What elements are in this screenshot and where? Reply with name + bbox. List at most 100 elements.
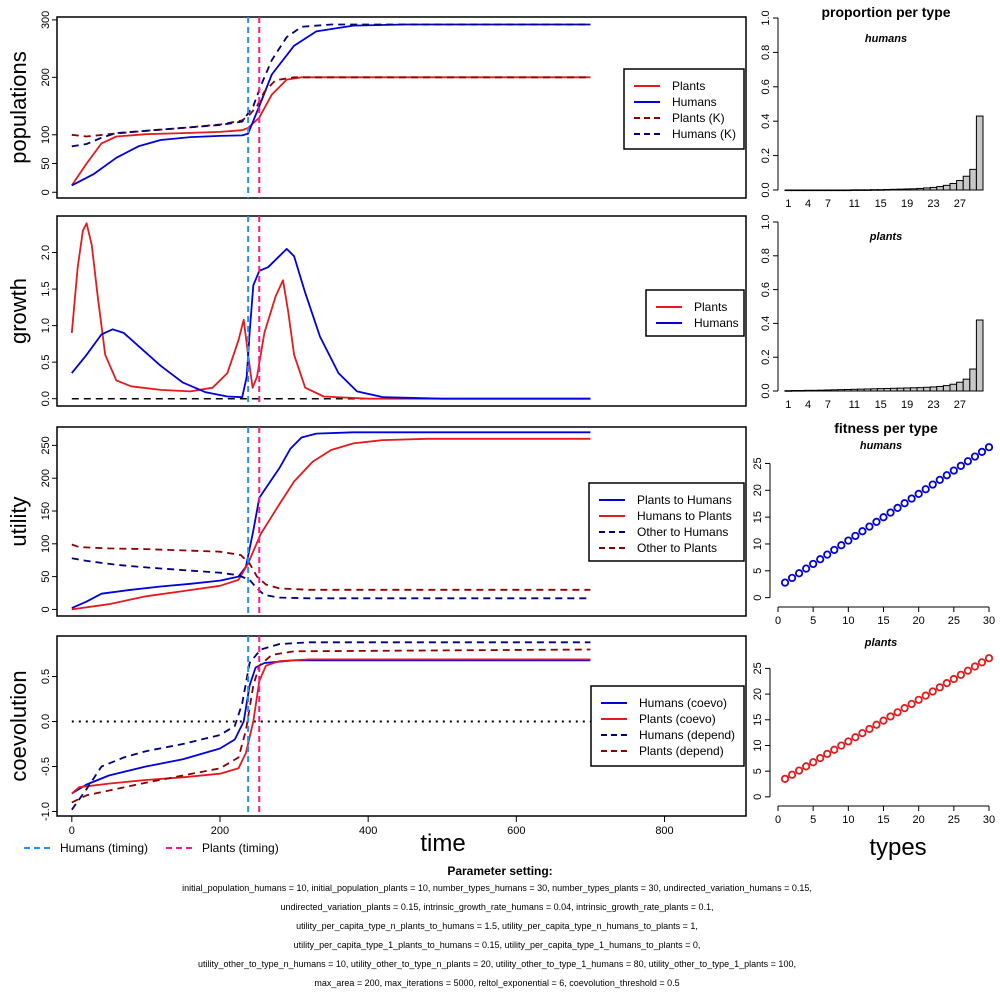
x-tick-label: 19 (901, 198, 913, 210)
scatter-point (830, 745, 839, 754)
y-tick-label: 0.0 (40, 714, 52, 729)
x-tick-label: 25 (948, 615, 960, 627)
y-tick-label: 0.8 (760, 248, 772, 263)
scatter-point (830, 545, 839, 555)
panel-frame (56, 635, 747, 817)
bar (791, 189, 799, 192)
legend-label: Humans (672, 95, 717, 109)
y-tick-label: 0 (752, 794, 764, 800)
param-lines: initial_population_humans = 10, initial_… (182, 883, 812, 988)
y-tick-label: 5 (752, 568, 764, 574)
legend: Plants Humans (645, 289, 745, 337)
scatter-point (956, 670, 965, 679)
scatter-point (900, 499, 909, 508)
scatter-point (872, 517, 881, 527)
series-line-plants-depend (71, 648, 591, 804)
types-axis-label: types (869, 834, 926, 861)
legend: Plants Humans Plants (K) Humans (K) (623, 68, 745, 150)
scatter-point (956, 461, 965, 470)
bar (923, 386, 931, 392)
bar (956, 180, 964, 191)
scatter-point (851, 531, 860, 541)
bar (956, 381, 964, 392)
bar (804, 389, 812, 392)
time-axis-label: time (420, 830, 465, 857)
timing-legend-plants-label: Plants (timing) (202, 841, 279, 855)
scatter-point (809, 559, 818, 569)
x-tick-label: 800 (655, 825, 673, 837)
y-tick-label: 300 (40, 11, 52, 29)
scatter-point (984, 443, 994, 452)
x-tick-label: 30 (983, 814, 995, 826)
x-tick-label: 23 (927, 399, 939, 411)
legend-label: Other to Humans (637, 525, 728, 539)
x-tick-label: 0 (775, 615, 781, 627)
y-tick-label: 0.4 (760, 316, 772, 331)
y-tick-label: -0.5 (40, 757, 52, 776)
scatter-point (970, 662, 980, 671)
x-tick-label: 10 (842, 814, 854, 826)
x-tick-label: 1 (785, 399, 791, 411)
bar (863, 388, 872, 392)
legend-label: Humans (depend) (639, 728, 735, 742)
scatter-point (865, 724, 874, 734)
bar (916, 387, 925, 392)
scatter-panel-1: fitness per type humans 0 5 10 15 20 25 30 0 5 10 15… (752, 420, 995, 627)
bar (975, 319, 984, 392)
series-line-plants-coevo (71, 658, 591, 795)
scatter-point (900, 704, 909, 713)
scatter-point (809, 758, 818, 767)
bar (817, 389, 826, 392)
bar (936, 385, 944, 392)
legend-box (588, 482, 745, 562)
bar (784, 189, 793, 192)
x-tick-label: 11 (849, 399, 860, 411)
bar (843, 189, 852, 192)
series-line-plants (70, 222, 591, 400)
panel-frame (56, 215, 747, 407)
bar (890, 188, 898, 191)
bar (830, 189, 839, 192)
bar (962, 378, 971, 392)
scatter-point (802, 564, 811, 573)
series-line-humans (71, 23, 591, 187)
time-axis: 0 200 400 600 800 (69, 816, 674, 837)
scatter-point (893, 503, 902, 513)
chart-subtitle: plants (864, 637, 897, 649)
series-line-plants-to-humans (71, 431, 591, 609)
y-tick-label: 0 (752, 595, 764, 601)
scatter-point (949, 466, 958, 475)
bar (876, 189, 885, 191)
x-tick-label: 15 (875, 399, 887, 411)
y-tick-label: 25 (752, 662, 764, 674)
y-tick-label: 1.5 (40, 281, 52, 296)
x-tick-label: 5 (810, 615, 816, 627)
bar (810, 389, 819, 392)
bar (896, 188, 905, 191)
y-tick-label: 1.0 (760, 10, 772, 25)
legend-label: Other to Plants (637, 541, 717, 555)
chart-subtitle: humans (865, 33, 907, 45)
y-tick-label: 200 (40, 469, 52, 487)
scatter-point (872, 720, 881, 729)
bar-panel-1: proportion per type humans 0.0 0.2 0.4 0.6 0.8… (760, 4, 984, 210)
bar (863, 189, 872, 191)
scatter-point (823, 550, 832, 559)
legend: Humans (coevo) Plants (coevo) Humans (depe… (590, 685, 745, 767)
scatter-point (858, 729, 867, 738)
bar (817, 189, 826, 192)
legend-label: Plants (K) (672, 111, 725, 125)
bar (909, 387, 918, 392)
bar (949, 383, 958, 392)
scatter-point (914, 489, 923, 498)
scatter-point (787, 573, 797, 583)
scatter-point (879, 513, 888, 522)
legend-label: Humans (K) (672, 127, 736, 141)
scatter-point (794, 766, 804, 775)
y-axis-label: populations (6, 51, 31, 164)
param-line-6: max_area = 200, max_iterations = 5000, r… (314, 978, 679, 988)
y-tick-label: 0.0 (760, 182, 772, 197)
x-tick-label: 15 (877, 615, 889, 627)
scatter-point (886, 508, 895, 517)
